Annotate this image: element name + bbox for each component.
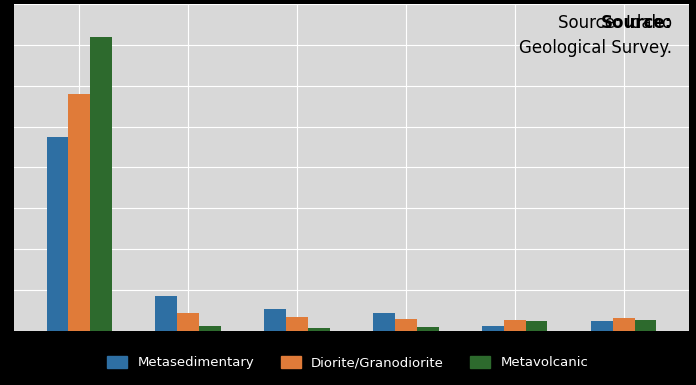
Bar <box>90 37 112 331</box>
Bar <box>177 313 199 331</box>
Legend: Metasedimentary, Diorite/Granodiorite, Metavolcanic: Metasedimentary, Diorite/Granodiorite, M… <box>102 351 594 375</box>
Bar <box>286 317 308 331</box>
Bar <box>308 328 330 331</box>
Bar <box>373 313 395 331</box>
Bar <box>155 296 177 331</box>
Text: Source:: Source: <box>601 14 672 32</box>
Bar <box>482 326 504 331</box>
Bar <box>264 309 286 331</box>
Bar <box>504 320 525 331</box>
Bar <box>591 321 612 331</box>
Bar <box>635 320 656 331</box>
Bar <box>525 321 548 331</box>
Bar <box>199 326 221 331</box>
Bar <box>612 318 635 331</box>
Bar <box>395 319 417 331</box>
Bar <box>417 327 438 331</box>
Bar <box>68 94 90 331</box>
Text: Source: Idaho
Geological Survey.: Source: Idaho Geological Survey. <box>519 14 672 57</box>
Bar <box>47 137 68 331</box>
